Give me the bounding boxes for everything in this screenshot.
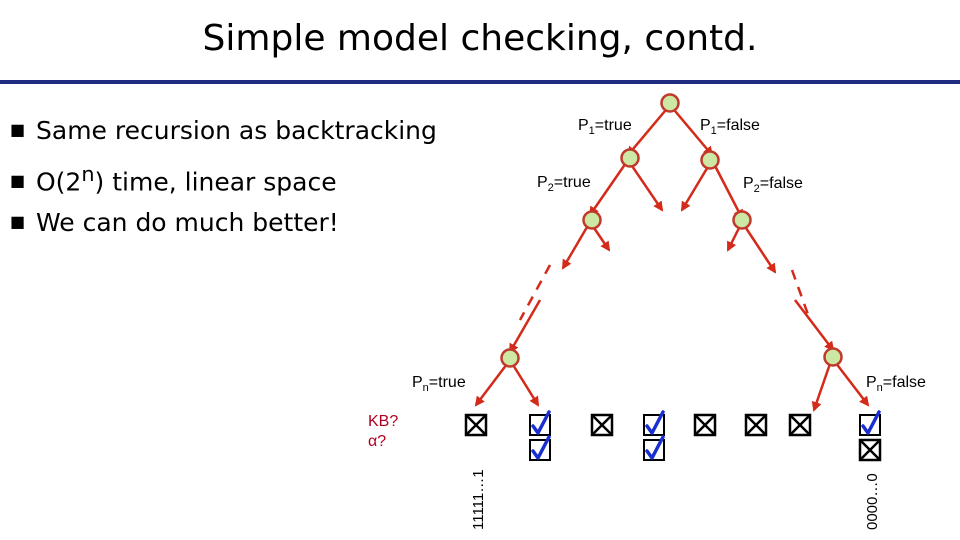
label-p2-false: P2=false	[743, 175, 803, 196]
dashed-edge	[790, 269, 812, 321]
x-box-cross	[745, 414, 767, 436]
bullet-item: ■ We can do much better!	[10, 208, 437, 254]
bullet-square-icon: ■	[10, 212, 26, 231]
bullet-item: ■ Same recursion as backtracking	[10, 116, 437, 162]
checkmark-box-icon	[529, 435, 551, 461]
tree-node	[732, 210, 752, 230]
checkmark-box-icon	[643, 435, 665, 461]
x-box-cross	[789, 414, 811, 436]
slide-title: Simple model checking, contd.	[202, 18, 758, 59]
title-divider	[0, 80, 960, 84]
tree-edge	[508, 359, 540, 407]
tree-node	[620, 148, 640, 168]
tree-edge	[561, 221, 592, 270]
label-pn-true: Pn=true	[412, 374, 466, 395]
tree-edge	[626, 104, 671, 157]
x-box-icon	[464, 413, 488, 437]
checkmark-box-icon	[859, 410, 881, 436]
tree-node	[660, 93, 680, 113]
bullet-square-icon: ■	[10, 171, 26, 191]
tree-edge	[710, 159, 744, 220]
tree-edge	[588, 159, 630, 217]
x-box-frame	[788, 413, 812, 437]
tree-edges	[474, 104, 870, 412]
bullet-list: ■ Same recursion as backtracking ■ O(2n) t…	[10, 116, 437, 254]
tree-edge	[508, 299, 542, 354]
check-box-frame	[529, 439, 551, 461]
check-box-frame	[643, 439, 665, 461]
x-box-icon	[693, 413, 717, 437]
checkmark-box-icon	[643, 410, 665, 436]
label-pn-false: Pn=false	[866, 374, 926, 395]
check-stroke	[861, 410, 881, 435]
checkmark-box-icon	[529, 410, 551, 436]
x-box-cross	[694, 414, 716, 436]
check-box-frame	[859, 414, 881, 436]
bullet-item: ■ O(2n) time, linear space	[10, 162, 437, 208]
label-p2-true: P2=true	[537, 174, 591, 195]
tree-node	[500, 348, 520, 368]
bullet-square-icon: ■	[10, 120, 26, 139]
tree-node	[582, 210, 602, 230]
tree-nodes	[500, 93, 843, 368]
alpha-question: α?	[368, 433, 387, 450]
x-box-frame	[693, 413, 717, 437]
dashed-edge	[518, 264, 552, 321]
tree-edge	[626, 159, 664, 212]
x-box-frame	[858, 438, 882, 462]
check-box-frame	[643, 414, 665, 436]
x-box-icon	[590, 413, 614, 437]
bullet-text: We can do much better!	[36, 208, 339, 237]
tree-edge	[740, 221, 777, 274]
check-box-frame	[529, 414, 551, 436]
x-box-frame	[464, 413, 488, 437]
tree-edge	[831, 357, 870, 407]
x-box-icon	[744, 413, 768, 437]
tree-edge	[669, 104, 714, 157]
x-box-frame	[744, 413, 768, 437]
tree-node	[823, 347, 843, 367]
x-box-icon	[788, 413, 812, 437]
x-box-cross	[591, 414, 613, 436]
bullet-text: Same recursion as backtracking	[36, 116, 437, 145]
leaf-results	[464, 410, 882, 462]
tree-node	[700, 150, 720, 170]
tree-edge	[794, 299, 835, 352]
check-stroke	[645, 435, 665, 460]
x-box-icon	[858, 438, 882, 462]
label-p1-false: P1=false	[700, 117, 760, 138]
x-box-frame	[590, 413, 614, 437]
check-stroke	[645, 410, 665, 435]
label-p1-true: P1=true	[578, 117, 632, 138]
tree-edge	[474, 359, 511, 407]
bullet-text-pre: O(2	[36, 167, 82, 197]
kb-question: KB?	[368, 413, 399, 430]
check-stroke	[531, 435, 551, 460]
bullet-text-sup: n	[81, 162, 95, 186]
kb-alpha-question: KB? α?	[368, 412, 398, 452]
x-box-cross	[465, 414, 487, 436]
check-stroke	[531, 410, 551, 435]
bullet-text-post: ) time, linear space	[94, 167, 337, 197]
x-box-cross	[859, 439, 881, 461]
tree-edge	[811, 357, 834, 412]
